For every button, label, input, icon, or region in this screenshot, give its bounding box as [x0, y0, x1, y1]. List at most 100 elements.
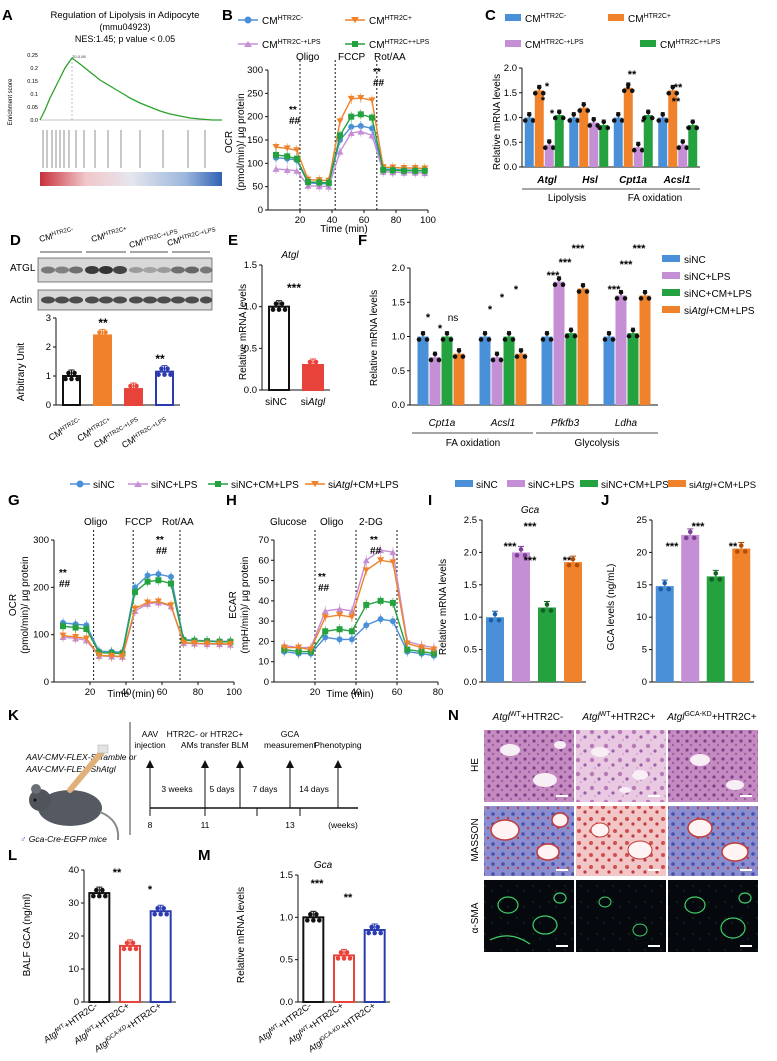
- data-point: [348, 113, 355, 120]
- y-tick-label: 100: [247, 158, 263, 169]
- legend-text: CM: [369, 16, 385, 27]
- replicate-dot: [494, 351, 500, 357]
- panel-g-chart: 0 100 200 300 20 40 60 80 100 OCR (pmol/min)/ µg…: [8, 517, 242, 700]
- svg-text:11: 11: [201, 820, 210, 830]
- svg-text:**: **: [59, 568, 67, 579]
- bar: [417, 336, 429, 405]
- svg-text:5 days: 5 days: [209, 784, 234, 794]
- data-point: [418, 644, 426, 651]
- svg-text:ns: ns: [448, 313, 459, 324]
- svg-text:siNC: siNC: [476, 480, 498, 491]
- panel-a-hits: [42, 130, 206, 168]
- panel-a-rank-gradient: [40, 172, 222, 186]
- replicate-dot: [526, 112, 532, 117]
- replicate-dot: [162, 372, 167, 377]
- group-label: FA oxidation: [628, 193, 682, 204]
- bar: [603, 336, 615, 405]
- tick-label: 0.05: [27, 105, 38, 111]
- replicate-dot: [158, 911, 163, 917]
- micrograph-masson-3: [668, 806, 758, 876]
- svg-text:*: *: [545, 81, 550, 93]
- replicate-dot: [103, 330, 108, 335]
- svg-text:siNC+CM+LPS: siNC+CM+LPS: [684, 289, 752, 300]
- replicate-dot: [540, 90, 546, 96]
- micrograph-asma-1: [484, 880, 574, 952]
- y-tick-label: 1.5: [244, 260, 257, 271]
- svg-text:measurement: measurement: [264, 740, 317, 750]
- svg-text:Pfkfb3: Pfkfb3: [551, 418, 580, 429]
- svg-text:HTR2C- or HTR2C+: HTR2C- or HTR2C+: [167, 729, 244, 739]
- replicate-dot: [100, 336, 105, 341]
- bar: [553, 281, 565, 405]
- svg-text:##: ##: [318, 583, 330, 594]
- svg-text:ECAR: ECAR: [228, 591, 239, 619]
- data-point: [430, 646, 438, 653]
- replicate-dot: [546, 139, 552, 145]
- svg-text:Relative mRNA levels: Relative mRNA levels: [238, 284, 249, 380]
- replicate-dot: [568, 327, 574, 333]
- legend-sup: HTR2C-: [278, 15, 304, 22]
- data-point: [377, 547, 385, 554]
- panel-a-es-curve: [39, 57, 222, 121]
- data-point: [322, 634, 329, 641]
- replicate-dot: [492, 611, 498, 617]
- replicate-dot: [375, 924, 380, 930]
- panel-k-timeline: AAV-CMV-FLEX-Scramble or AAV-CMV-FLEX-Sh…: [20, 722, 362, 844]
- replicate-dot: [304, 365, 310, 371]
- bar: [479, 336, 491, 405]
- svg-text:CMHTR2C+: CMHTR2C+: [90, 225, 129, 244]
- svg-text:*: *: [488, 304, 493, 316]
- svg-text:##: ##: [156, 546, 168, 557]
- bar: [627, 333, 639, 405]
- gene-label: Acsl1: [663, 175, 691, 186]
- data-point: [131, 605, 139, 612]
- data-point: [348, 123, 355, 130]
- svg-text:Cpt1a: Cpt1a: [429, 418, 456, 429]
- data-point: [377, 616, 384, 623]
- panel-b-ylabel: (pmol/min)/ µg protein: [236, 93, 247, 190]
- replicate-dot: [717, 577, 723, 582]
- replicate-dot: [544, 331, 550, 336]
- replicate-dot: [316, 365, 322, 371]
- replicate-dot: [552, 115, 558, 121]
- x-tick-label: 40: [351, 687, 362, 698]
- replicate-dot: [478, 337, 484, 342]
- svg-text:***: ***: [572, 243, 586, 255]
- data-point: [321, 608, 329, 614]
- svg-text:***: ***: [633, 243, 647, 255]
- replicate-dot: [575, 118, 581, 123]
- replicate-dot: [629, 88, 635, 94]
- data-point: [60, 623, 66, 630]
- replicate-dot: [134, 383, 139, 389]
- y-tick-label: 5: [642, 645, 647, 656]
- replicate-dot: [631, 147, 637, 153]
- panel-j-chart: 0 5 10 15 20 25 GCA levels (ng/mL) *** *** **: [606, 515, 754, 688]
- replicate-dot: [159, 366, 164, 371]
- y-tick-label: 0: [258, 205, 263, 216]
- svg-text:3 weeks: 3 weeks: [161, 784, 192, 794]
- replicate-dot: [313, 359, 319, 365]
- svg-text:siAtgl+CM+LPS: siAtgl+CM+LPS: [328, 480, 399, 491]
- panel-letter-d: D: [10, 232, 21, 249]
- panel-letter-h: H: [226, 492, 237, 509]
- y-tick-label: 0.0: [244, 385, 257, 396]
- data-point: [380, 166, 387, 173]
- replicate-dot: [103, 893, 108, 899]
- svg-text:*: *: [641, 117, 646, 129]
- svg-text:CMHTR2C+: CMHTR2C+: [369, 15, 412, 27]
- replicate-dot: [97, 330, 102, 335]
- y-tick-label: 0.0: [464, 677, 477, 688]
- replicate-dot: [649, 115, 655, 121]
- replicate-dot: [522, 553, 528, 558]
- panel-c-chart: 0.0 0.5 1.0 1.5 2.0 Relative mRNA levels Atg…: [492, 63, 700, 204]
- data-point: [293, 167, 301, 174]
- data-point: [389, 559, 397, 566]
- panel-h-chart: 0 10 20 30 40 50 60 70 20 40 60 80 ECAR (mpH/min)/ …: [228, 517, 443, 700]
- y-tick-label: 0: [264, 677, 269, 688]
- replicate-dot: [666, 586, 672, 592]
- bar: [706, 576, 725, 682]
- svg-text:*: *: [550, 108, 555, 120]
- replicate-dot: [601, 119, 607, 125]
- data-point: [389, 167, 396, 174]
